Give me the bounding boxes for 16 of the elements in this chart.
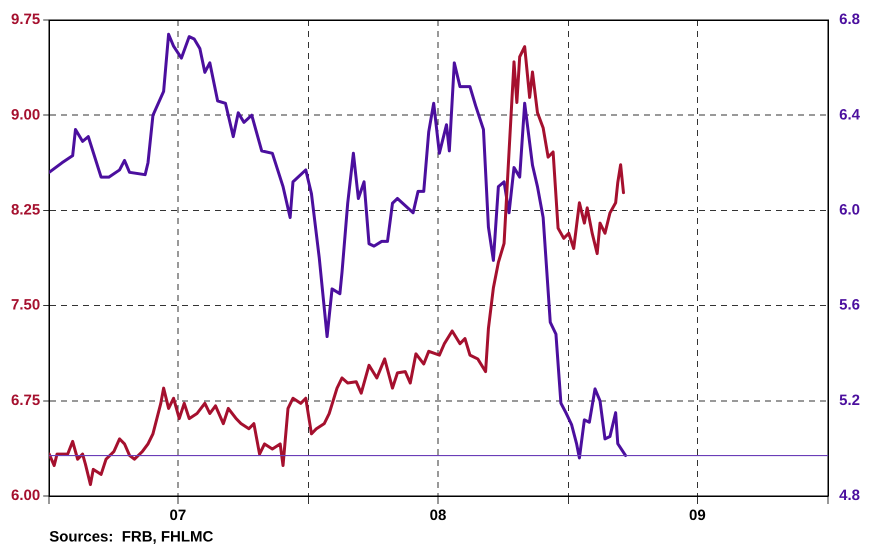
y2-tick-label: 5.6 [839, 296, 860, 314]
y-tick-label: 7.50 [10, 296, 40, 314]
y2-tick-label: 6.4 [839, 106, 861, 124]
y2-tick-label: 6.8 [839, 11, 860, 28]
y-tick-label: 6.75 [10, 392, 40, 409]
y-tick-label: 9.75 [10, 11, 40, 28]
x-tick-label: 08 [430, 507, 446, 524]
source-note: Sources: FRB, FHLMC [49, 528, 214, 546]
y2-tick-label: 6.0 [839, 202, 860, 219]
y2-tick-label: 4.8 [839, 487, 860, 504]
y2-tick-label: 5.2 [839, 392, 860, 409]
x-tick-label: 07 [169, 507, 186, 524]
y-tick-label: 8.25 [10, 202, 40, 219]
x-tick-label: 09 [689, 507, 706, 524]
y-tick-label: 6.00 [10, 487, 40, 504]
y-tick-label: 9.00 [10, 106, 40, 124]
